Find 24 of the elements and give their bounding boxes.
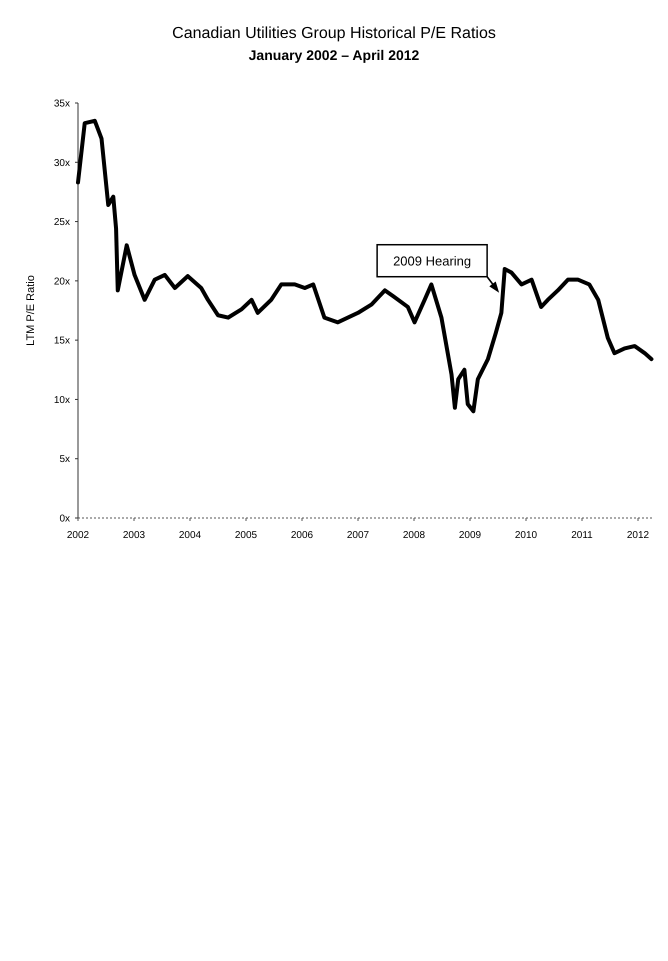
x-tick-label: 2004 xyxy=(178,530,202,541)
line-series xyxy=(76,118,654,414)
y-tick-label: 25x xyxy=(54,217,70,228)
chart-subtitle: January 2002 – April 2012 xyxy=(248,47,420,63)
y-tick-label: 20x xyxy=(54,276,70,288)
y-tick-label: 35x xyxy=(54,98,70,110)
y-tick-label: 15x xyxy=(54,336,70,347)
x-tick-label: 2009 xyxy=(458,530,482,541)
x-tick-label: 2005 xyxy=(234,530,258,541)
y-tick-label: 0x xyxy=(59,514,70,524)
y-tick-label: 30x xyxy=(54,158,70,169)
x-tick-label: 2002 xyxy=(66,530,90,541)
annotation: 2009 Hearing xyxy=(393,253,472,268)
y-tick-label: 5x xyxy=(59,454,70,466)
x-tick-label: 2003 xyxy=(122,530,146,541)
chart-title: Canadian Utilities Group Historical P/E Ratios xyxy=(172,25,496,42)
x-tick-label: 2006 xyxy=(290,530,314,541)
x-tick-label: 2008 xyxy=(402,530,426,541)
x-tick-label: 2012 xyxy=(626,530,650,541)
y-tick-label: 10x xyxy=(54,394,70,406)
x-tick-label: 2011 xyxy=(571,530,594,541)
y-axis-title: LTM P/E Ratio xyxy=(24,275,37,346)
x-tick-label: 2010 xyxy=(514,530,538,541)
x-tick-label: 2007 xyxy=(346,530,370,541)
